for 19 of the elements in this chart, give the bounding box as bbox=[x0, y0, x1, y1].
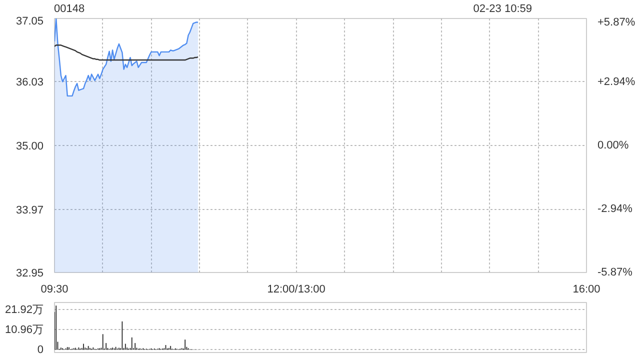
y-tick-label: 37.05 bbox=[16, 16, 44, 28]
y2-tick-label: 0.00% bbox=[598, 140, 629, 152]
text: 02-23 10:59 bbox=[473, 2, 532, 17]
x-tick-label: 12:00/13:00 bbox=[267, 284, 326, 296]
y-tick-label: 10.96万 bbox=[4, 324, 44, 336]
y2-tick-label: -2.94% bbox=[598, 203, 633, 216]
y-tick-label: 35.00 bbox=[16, 140, 44, 152]
y2-tick-label: -5.87% bbox=[598, 266, 633, 278]
line-series bbox=[54, 44, 199, 61]
chart-title: 00148 bbox=[54, 2, 85, 17]
y-tick-label: 36.03 bbox=[16, 76, 44, 89]
y2-tick-label: +2.94% bbox=[598, 76, 636, 88]
y-tick-label: 0 bbox=[37, 344, 44, 356]
y2-tick-label: +5.87% bbox=[598, 16, 636, 28]
y-tick-label: 21.92万 bbox=[4, 304, 44, 316]
x-tick-label: 16:00 bbox=[572, 284, 600, 296]
y-tick-label: 33.97 bbox=[16, 204, 44, 216]
y-tick-label: 32.95 bbox=[16, 268, 44, 280]
x-tick-label: 09:30 bbox=[40, 284, 68, 296]
